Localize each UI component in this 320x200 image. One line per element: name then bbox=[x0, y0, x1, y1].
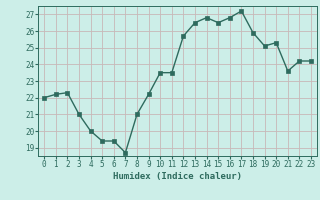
X-axis label: Humidex (Indice chaleur): Humidex (Indice chaleur) bbox=[113, 172, 242, 181]
